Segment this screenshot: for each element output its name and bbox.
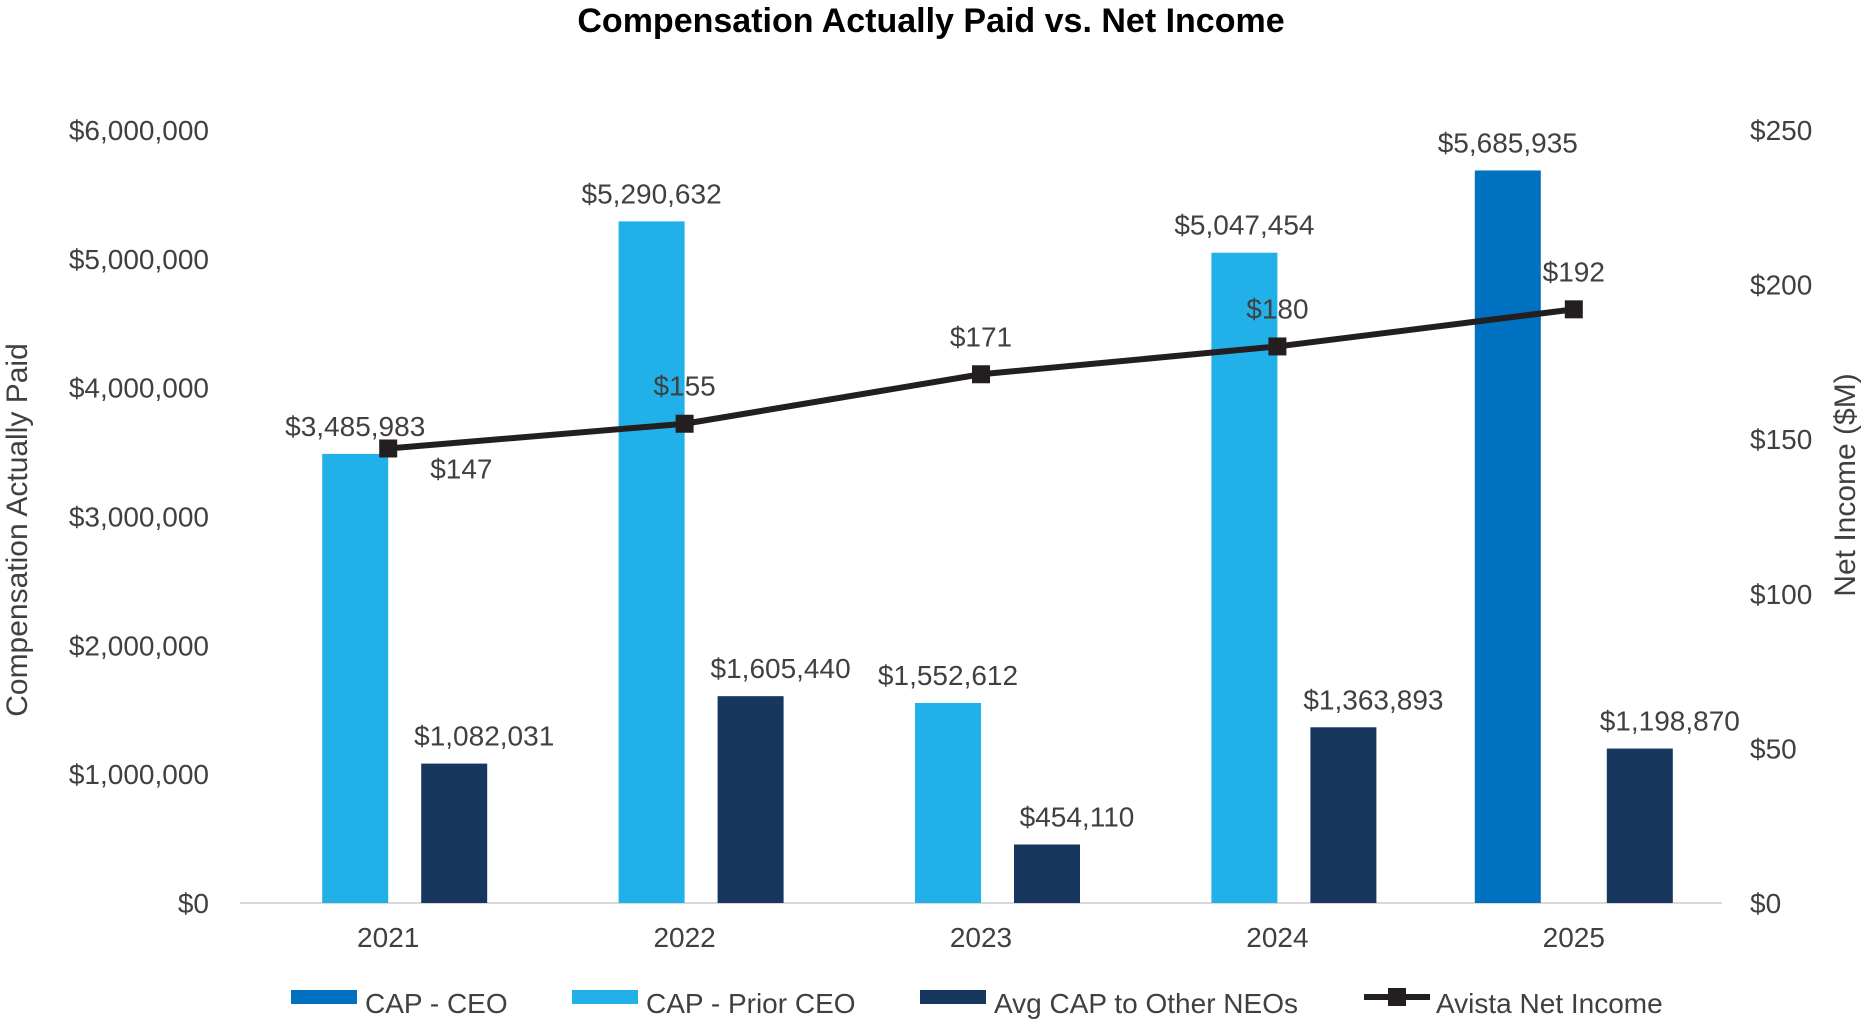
- y-tick-label: $4,000,000: [69, 373, 209, 404]
- bar-cap-prior-ceo: [915, 702, 981, 903]
- y-tick-label: $2,000,000: [69, 630, 209, 661]
- y-tick-label: $6,000,000: [69, 115, 209, 146]
- y-tick-label-right: $100: [1750, 579, 1812, 610]
- bars: [322, 170, 1673, 904]
- x-tick-label: 2022: [653, 922, 715, 953]
- net-income-marker: [379, 439, 398, 458]
- bar-data-label: $3,485,983: [285, 411, 425, 442]
- bar-avg-cap-other-neos: [1014, 844, 1080, 903]
- net-income-marker: [675, 414, 694, 433]
- legend-item-cap-ceo-swatch: [291, 990, 357, 1004]
- net-income-data-label: $192: [1543, 256, 1605, 287]
- bar-data-label: $5,047,454: [1174, 210, 1314, 241]
- bar-avg-cap-other-neos: [1606, 748, 1673, 903]
- x-tick-label: 2023: [950, 922, 1012, 953]
- y-tick-label-right: $50: [1750, 733, 1797, 764]
- bar-data-label: $1,198,870: [1600, 706, 1740, 737]
- net-income-data-label: $171: [950, 321, 1012, 352]
- bar-cap-prior-ceo: [618, 221, 685, 903]
- x-tick-label: 2025: [1543, 922, 1605, 953]
- bar-avg-cap-other-neos: [717, 696, 784, 903]
- net-income-data-label: $155: [653, 371, 715, 402]
- y-tick-label: $1,000,000: [69, 759, 209, 790]
- x-tick-label: 2024: [1246, 922, 1308, 953]
- legend-item-avista-net-income-label: Avista Net Income: [1436, 988, 1663, 1019]
- y-tick-label-right: $250: [1750, 115, 1812, 146]
- y-tick-label-right: $150: [1750, 424, 1812, 455]
- y-axis-title: Compensation Actually Paid: [1, 343, 34, 717]
- data-labels: $5,685,935 $3,485,983 $5,290,632 $1,552,612…: [285, 127, 1740, 832]
- bar-data-label: $1,082,031: [414, 721, 554, 752]
- bar-data-label: $454,110: [1020, 801, 1135, 832]
- y-axis-right-title: Net Income ($M): [1829, 373, 1862, 596]
- bar-cap-ceo: [1474, 170, 1541, 903]
- bar-data-label: $1,552,612: [878, 660, 1018, 691]
- legend-item-cap-ceo-label: CAP - CEO: [365, 988, 508, 1019]
- bar-data-label: $5,685,935: [1438, 127, 1578, 158]
- net-income-marker: [972, 365, 990, 384]
- bar-data-label: $1,363,893: [1303, 684, 1443, 715]
- legend-item-avg-cap-other-neos-swatch: [920, 990, 986, 1004]
- chart-title: Compensation Actually Paid vs. Net Incom…: [577, 2, 1284, 40]
- legend: CAP - CEO CAP - Prior CEO Avg CAP to Other…: [291, 988, 1663, 1019]
- y-tick-label: $3,000,000: [69, 502, 209, 533]
- bar-cap-prior-ceo: [322, 453, 389, 903]
- legend-item-avista-net-income-marker: [1388, 988, 1406, 1006]
- bar-cap-prior-ceo: [1211, 252, 1278, 904]
- net-income-data-label: $147: [430, 453, 492, 484]
- legend-item-cap-prior-ceo-label: CAP - Prior CEO: [646, 988, 856, 1019]
- net-income-data-label: $180: [1246, 293, 1308, 324]
- bar-data-label: $5,290,632: [582, 178, 722, 209]
- net-income-marker: [1268, 337, 1287, 356]
- bar-avg-cap-other-neos: [421, 763, 488, 903]
- bar-data-label: $1,605,440: [711, 653, 851, 684]
- y-tick-label: $0: [178, 888, 209, 919]
- y-tick-label: $5,000,000: [69, 244, 209, 275]
- y-tick-label-right: $0: [1750, 888, 1781, 919]
- net-income-line-group: [379, 300, 1583, 458]
- y-tick-label-right: $200: [1750, 270, 1812, 301]
- net-income-marker: [1564, 300, 1583, 319]
- bar-avg-cap-other-neos: [1310, 727, 1377, 903]
- legend-item-avg-cap-other-neos-label: Avg CAP to Other NEOs: [994, 988, 1298, 1019]
- legend-item-cap-prior-ceo-swatch: [572, 990, 638, 1004]
- axes: $0 $1,000,000 $2,000,000 $3,000,000 $4,000,0…: [69, 115, 1812, 953]
- x-tick-label: 2021: [357, 922, 419, 953]
